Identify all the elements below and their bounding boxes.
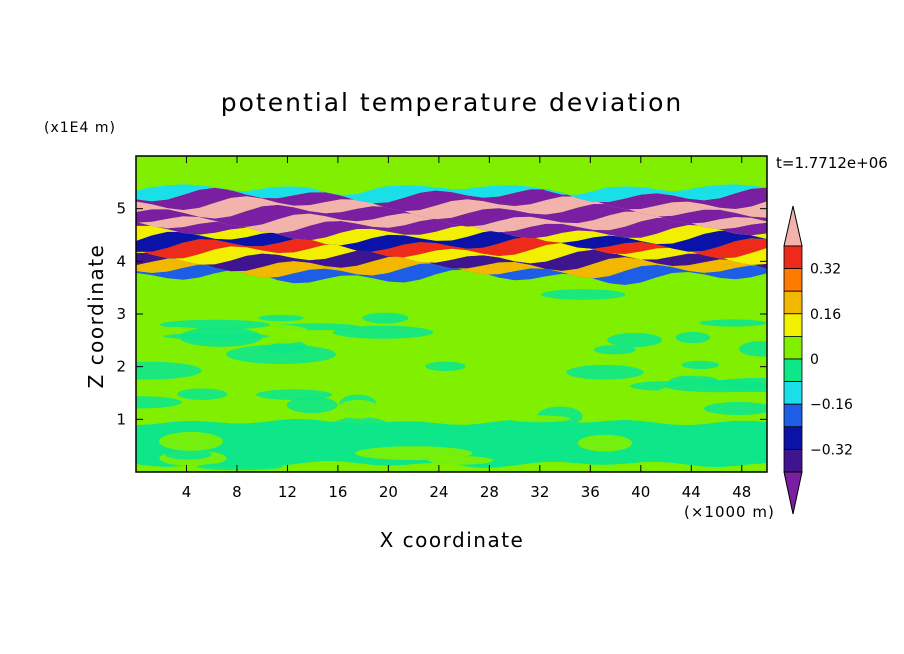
x-tick-label: 8 bbox=[232, 483, 242, 501]
colorbar-swatch bbox=[783, 335, 803, 360]
contour-patch bbox=[425, 361, 466, 371]
colorbar-swatch bbox=[783, 403, 803, 428]
contour-band bbox=[136, 203, 767, 227]
y-tick-label: 4 bbox=[116, 252, 126, 270]
colorbar: 0.32 0.16 0 −0.16 −0.32 bbox=[783, 205, 853, 515]
contour-patch bbox=[196, 463, 283, 471]
contour-patch bbox=[171, 378, 239, 385]
colorbar-swatch bbox=[783, 245, 803, 270]
contour-band bbox=[136, 224, 767, 246]
colorbar-swatch bbox=[783, 313, 803, 337]
colorbar-tick-label: 0 bbox=[810, 352, 819, 368]
colorbar-tick-label: 0.16 bbox=[810, 307, 841, 323]
colorbar-swatch bbox=[783, 268, 803, 292]
colorbar-swatch bbox=[783, 426, 803, 450]
contour-band bbox=[136, 156, 767, 191]
contour-patch bbox=[675, 331, 711, 344]
contour-patch bbox=[158, 431, 223, 451]
contour-band bbox=[136, 413, 767, 426]
x-tick-label: 28 bbox=[480, 483, 499, 501]
contour-patch bbox=[607, 332, 662, 348]
y-tick-label: 5 bbox=[116, 200, 126, 218]
contour-patch bbox=[693, 292, 767, 309]
contour-patch bbox=[482, 381, 547, 395]
contour-patch bbox=[577, 434, 633, 452]
contour-patch bbox=[177, 388, 228, 400]
colorbar-tick-label: −0.32 bbox=[810, 442, 853, 458]
contour-patch bbox=[699, 319, 767, 327]
x-tick-label: 24 bbox=[429, 483, 448, 501]
contour-patch bbox=[355, 446, 473, 461]
colorbar-swatch bbox=[783, 381, 803, 405]
colorbar-bottom-arrow bbox=[783, 471, 803, 515]
colorbar-swatch bbox=[783, 290, 803, 315]
contour-band bbox=[136, 263, 767, 285]
contour-patch bbox=[405, 298, 497, 311]
colorbar-swatch bbox=[783, 448, 803, 473]
contour-patch bbox=[254, 324, 312, 344]
contour-patch bbox=[739, 341, 767, 357]
contour-patch bbox=[392, 289, 440, 302]
contour-patch bbox=[448, 381, 490, 401]
x-tick-label: 36 bbox=[581, 483, 600, 501]
contour-band bbox=[136, 217, 767, 241]
contour-patch bbox=[159, 319, 271, 330]
x-tick-label: 40 bbox=[631, 483, 650, 501]
x-tick-label: 20 bbox=[379, 483, 398, 501]
contour-patch bbox=[362, 312, 409, 324]
contour-patch bbox=[704, 402, 767, 415]
contour-band bbox=[136, 274, 767, 420]
chart-title: potential temperature deviation bbox=[220, 88, 684, 117]
contour-patch bbox=[466, 359, 508, 371]
contour-patch bbox=[540, 289, 626, 300]
y-tick-label: 2 bbox=[116, 358, 126, 376]
y-tick-label: 3 bbox=[116, 305, 126, 323]
colorbar-tick-label: 0.32 bbox=[810, 262, 841, 278]
x-axis-unit: (×1000 m) bbox=[684, 503, 775, 521]
x-tick-label: 48 bbox=[732, 483, 751, 501]
contour-band bbox=[136, 242, 767, 265]
contour-patch bbox=[508, 415, 571, 423]
contour-patch bbox=[286, 396, 338, 414]
x-tick-label: 16 bbox=[328, 483, 347, 501]
x-tick-label: 44 bbox=[682, 483, 701, 501]
x-tick-label: 4 bbox=[182, 483, 192, 501]
contour-patch bbox=[226, 344, 336, 364]
time-label: t=1.7712e+06 bbox=[776, 154, 888, 172]
x-tick-label: 12 bbox=[278, 483, 297, 501]
contour-patch bbox=[681, 360, 719, 369]
colorbar-top-arrow bbox=[783, 205, 803, 247]
contour-band bbox=[136, 249, 767, 272]
colorbar-tick-label: −0.16 bbox=[810, 397, 853, 413]
contour-patch bbox=[233, 369, 292, 376]
contour-patch bbox=[136, 361, 202, 380]
contour-band bbox=[136, 196, 767, 220]
contour-patch bbox=[665, 380, 767, 393]
colorbar-swatch bbox=[783, 358, 803, 383]
contour-band bbox=[136, 236, 767, 259]
contour-patch bbox=[332, 325, 434, 339]
contour-patch bbox=[136, 396, 182, 409]
x-axis-label: X coordinate bbox=[379, 528, 525, 552]
y-tick-label: 1 bbox=[116, 410, 126, 428]
contour-patch bbox=[164, 449, 212, 460]
contour-band bbox=[136, 187, 767, 212]
y-axis-unit: (x1E4 m) bbox=[44, 120, 116, 136]
x-tick-label: 32 bbox=[530, 483, 549, 501]
contour-patch bbox=[566, 365, 644, 380]
contour-patch bbox=[258, 314, 304, 322]
contour-patch bbox=[179, 327, 263, 347]
contour-patch bbox=[428, 456, 494, 465]
contour-patch bbox=[336, 399, 381, 419]
contour-patch bbox=[593, 345, 637, 355]
contour-patch bbox=[332, 417, 389, 434]
contour-band bbox=[136, 461, 767, 472]
